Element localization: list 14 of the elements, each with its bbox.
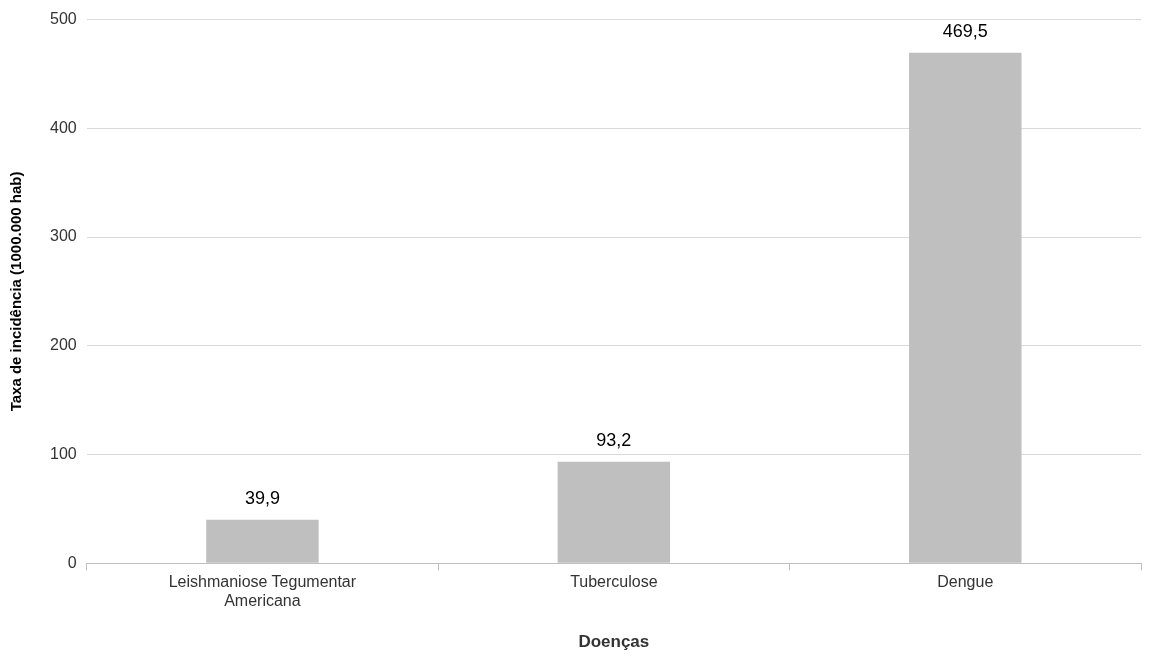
y-tick-label: 400 bbox=[49, 118, 77, 136]
x-tick-label: Dengue bbox=[937, 573, 994, 591]
y-tick-label: 500 bbox=[49, 10, 77, 28]
x-axis-title: Doenças bbox=[578, 632, 650, 652]
x-tick-label: Leishmaniose Tegumentar Americana bbox=[168, 573, 357, 610]
x-tick-label: Tuberculose bbox=[570, 573, 658, 591]
data-label: 469,5 bbox=[942, 20, 988, 41]
y-tick-label: 300 bbox=[49, 227, 77, 245]
data-label: 39,9 bbox=[244, 487, 280, 508]
data-label: 93,2 bbox=[596, 429, 632, 450]
y-tick-label: 200 bbox=[49, 336, 77, 354]
y-axis-title: Taxa de incidência (1000.000 hab) bbox=[7, 171, 25, 412]
y-tick-label: 0 bbox=[67, 553, 77, 571]
y-tick-label: 100 bbox=[49, 444, 77, 462]
